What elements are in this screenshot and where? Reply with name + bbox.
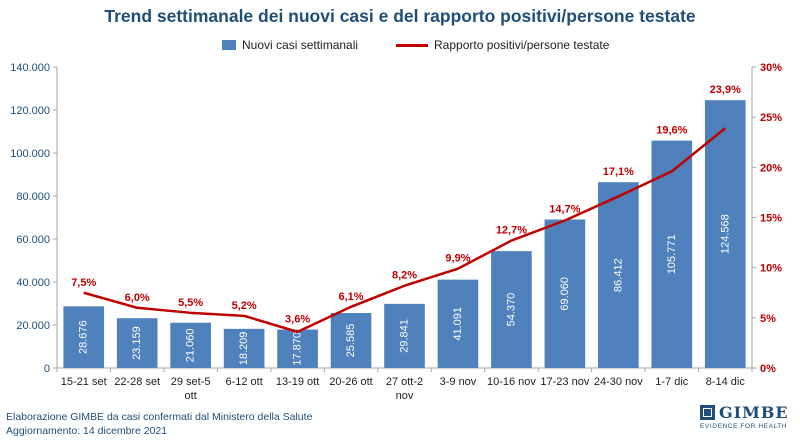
- bar: [544, 219, 586, 368]
- x-tick-label: 20-26 ott: [329, 376, 372, 388]
- ratio-value-label: 6,0%: [125, 292, 150, 304]
- bar-value-label: 69.060: [559, 277, 571, 311]
- bar-value-label: 18.209: [238, 332, 250, 366]
- y-right-tick-label: 10%: [760, 263, 782, 275]
- x-tick-label: 13-19 ott: [276, 376, 319, 388]
- ratio-value-label: 9,9%: [445, 253, 470, 265]
- y-left-tick-label: 100.000: [10, 148, 50, 160]
- y-left-tick-label: 60.000: [16, 234, 50, 246]
- x-tick-label: 10-16 nov: [487, 376, 536, 388]
- bar-value-label: 29.841: [399, 319, 411, 353]
- bar-value-label: 54.370: [505, 293, 517, 327]
- legend-swatch-line: [396, 43, 428, 47]
- bar-value-label: 41.091: [452, 307, 464, 341]
- y-left-tick-label: 140.000: [10, 62, 50, 74]
- logo-mark-icon: [700, 405, 715, 420]
- ratio-value-label: 7,5%: [71, 277, 96, 289]
- bar-value-label: 124.568: [719, 214, 731, 254]
- x-tick-label: 15-21 set: [61, 376, 107, 388]
- y-left-tick-label: 0: [44, 363, 50, 375]
- bar-value-label: 23.159: [131, 326, 143, 360]
- footer-note: Elaborazione GIMBE da casi confermati da…: [6, 410, 312, 438]
- y-left-tick-label: 40.000: [16, 277, 50, 289]
- y-right-tick-label: 30%: [760, 62, 782, 74]
- ratio-value-label: 3,6%: [285, 314, 310, 326]
- bar-value-label: 86.412: [612, 258, 624, 292]
- bar: [170, 322, 211, 368]
- legend-label-line: Rapporto positivi/persone testate: [434, 38, 610, 52]
- bar: [491, 251, 532, 368]
- x-tick-label: 22-28 set: [114, 376, 160, 388]
- bar: [598, 182, 639, 368]
- y-left-tick-label: 20.000: [16, 320, 50, 332]
- bar-value-label: 21.060: [185, 329, 197, 363]
- ratio-value-label: 8,2%: [392, 270, 417, 282]
- bar: [437, 279, 479, 368]
- y-right-tick-label: 20%: [760, 162, 782, 174]
- y-right-tick-label: 15%: [760, 213, 782, 225]
- legend-item-bars: Nuovi casi settimanali: [222, 38, 358, 52]
- y-right-tick-label: 5%: [760, 313, 776, 325]
- x-tick-label: 27 ott-2 nov: [386, 376, 423, 402]
- chart-title: Trend settimanale dei nuovi casi e del r…: [104, 6, 696, 26]
- footer-source: Elaborazione GIMBE da casi confermati da…: [6, 411, 313, 423]
- ratio-value-label: 5,5%: [178, 297, 203, 309]
- chart-legend: Nuovi casi settimanali Rapporto positivi…: [0, 38, 800, 56]
- ratio-value-label: 17,1%: [603, 166, 634, 178]
- ratio-value-label: 5,2%: [232, 300, 257, 312]
- bar: [277, 329, 318, 368]
- legend-swatch-bars: [222, 40, 236, 50]
- bar-value-label: 17.870: [292, 332, 304, 366]
- ratio-value-label: 12,7%: [496, 225, 527, 237]
- bar: [704, 100, 746, 368]
- x-tick-label: 24-30 nov: [594, 376, 643, 388]
- logo-name: GIMBE: [719, 403, 789, 422]
- bar: [330, 312, 372, 368]
- x-tick-label: 17-23 nov: [540, 376, 589, 388]
- bar: [223, 328, 265, 368]
- x-tick-label: 29 set-5 ott: [171, 376, 211, 402]
- bar: [384, 303, 425, 368]
- ratio-value-label: 6,1%: [338, 291, 363, 303]
- bar: [116, 318, 158, 368]
- y-left-tick-label: 80.000: [16, 191, 50, 203]
- gimbe-logo: GIMBE EVIDENCE FOR HEALTH: [700, 403, 792, 430]
- bar-value-label: 105.771: [666, 234, 678, 274]
- ratio-value-label: 23,9%: [710, 84, 741, 96]
- x-tick-label: 8-14 dic: [706, 376, 746, 388]
- y-right-tick-label: 25%: [760, 112, 782, 124]
- x-tick-label: 1-7 dic: [655, 376, 689, 388]
- ratio-value-label: 19,6%: [656, 125, 687, 137]
- ratio-value-label: 14,7%: [549, 204, 580, 216]
- x-tick-label: 3-9 nov: [440, 376, 477, 388]
- legend-item-line: Rapporto positivi/persone testate: [396, 38, 609, 52]
- footer-updated: Aggiornamento: 14 dicembre 2021: [6, 425, 168, 437]
- bar-value-label: 25.585: [345, 324, 357, 358]
- bar: [63, 306, 105, 368]
- y-left-tick-label: 120.000: [10, 105, 50, 117]
- x-tick-label: 6-12 ott: [225, 376, 262, 388]
- y-right-tick-label: 0%: [760, 363, 776, 375]
- bar-value-label: 28.676: [78, 320, 90, 354]
- logo-tagline: EVIDENCE FOR HEALTH: [700, 423, 788, 430]
- legend-label-bars: Nuovi casi settimanali: [242, 38, 359, 52]
